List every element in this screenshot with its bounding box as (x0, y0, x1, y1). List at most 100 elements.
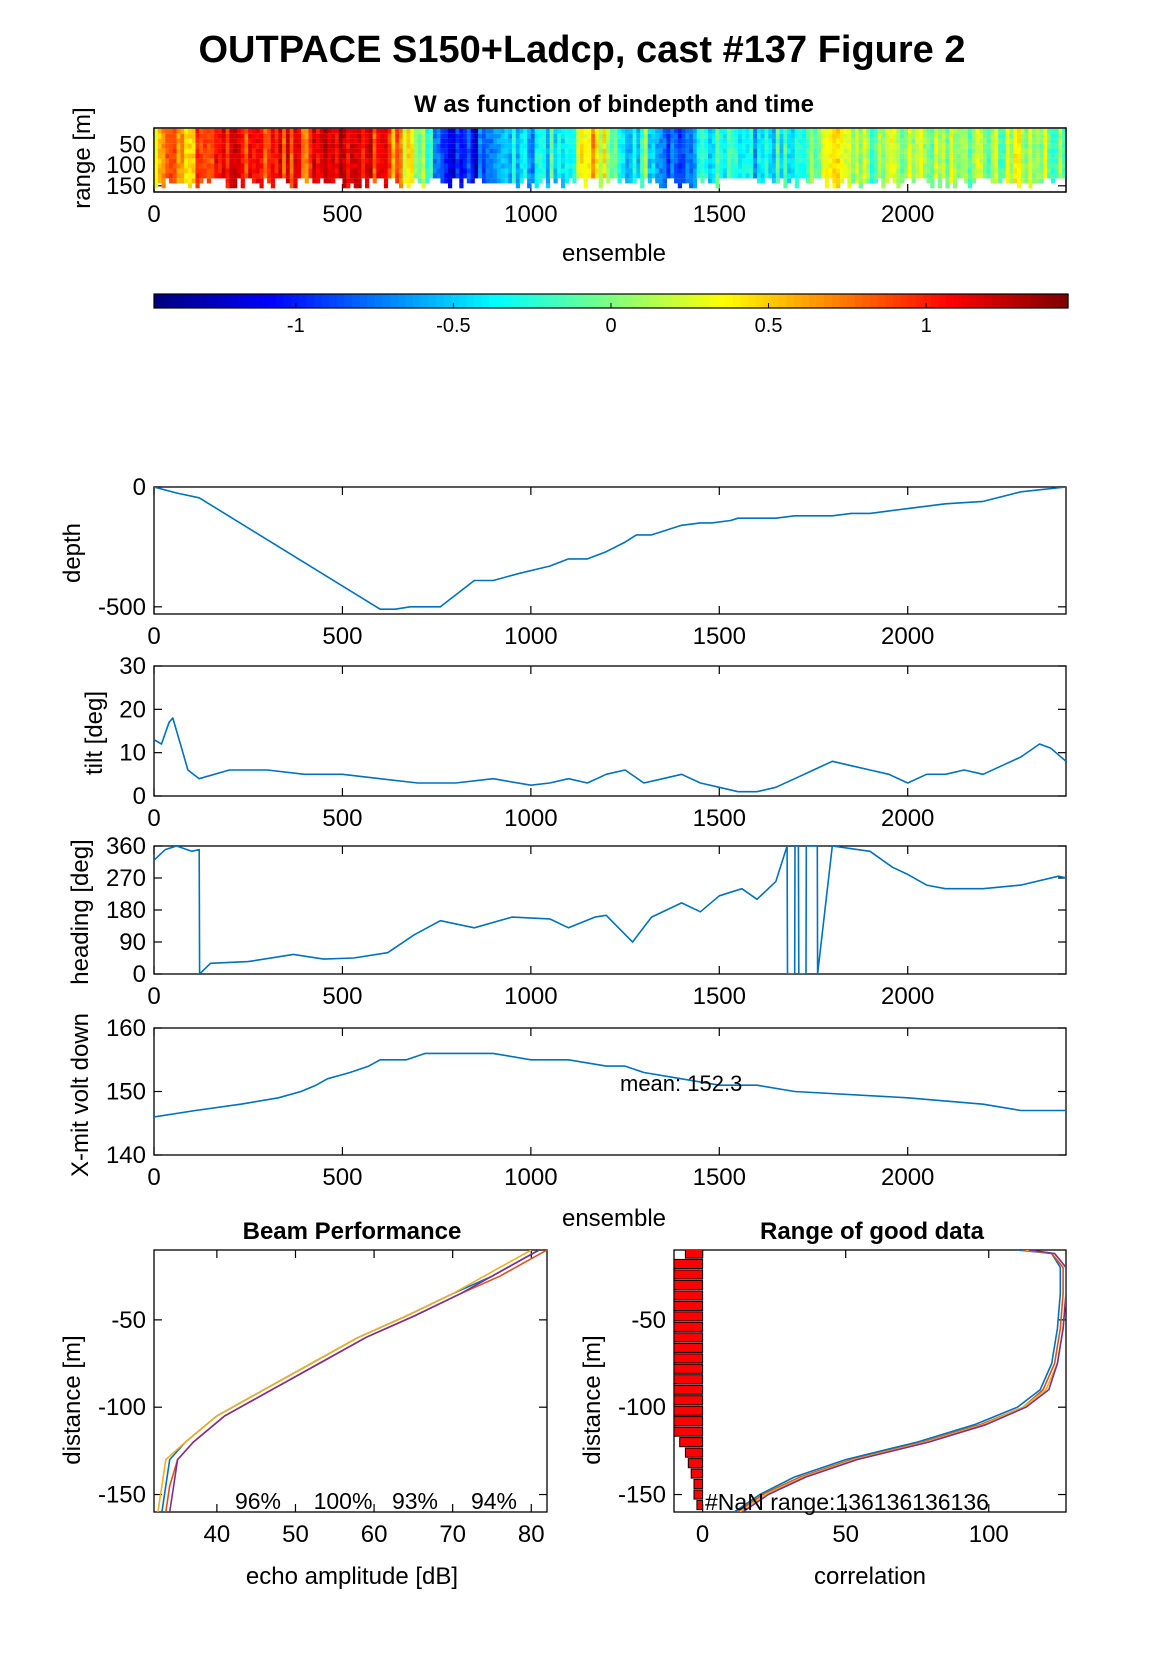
w-image-cell (738, 148, 743, 154)
w-image-cell (956, 133, 961, 139)
w-image-cell (952, 163, 958, 169)
w-image-cell (625, 128, 630, 134)
w-image-cell (206, 158, 211, 164)
w-image-cell (195, 158, 200, 164)
w-image-cell (293, 163, 298, 169)
w-image-cell (790, 168, 796, 174)
w-image-cell (504, 163, 509, 169)
colorbar-swatch (489, 294, 498, 308)
w-image-cell (730, 173, 735, 179)
w-image-cell (726, 153, 731, 159)
w-image-cell (203, 153, 208, 159)
tilt-axes-box (153, 665, 1067, 797)
colorbar-swatch (603, 294, 612, 308)
w-image-cell (1020, 158, 1025, 164)
w-image-cell (685, 133, 690, 139)
w-image-cell (538, 133, 543, 139)
w-image-cell (662, 148, 667, 154)
w-image-cell (316, 148, 321, 154)
w-image-cell (1013, 153, 1018, 159)
w-image-cell (715, 153, 720, 159)
w-image-cell (432, 163, 438, 169)
w-image-cell (180, 178, 185, 184)
w-image-cell (391, 143, 396, 149)
w-image-cell (225, 138, 230, 144)
w-image-cell (357, 183, 362, 189)
w-image-cell (583, 163, 588, 169)
w-image-cell (632, 163, 637, 169)
w-image-cell (346, 128, 351, 134)
w-image-cell (904, 168, 909, 174)
w-image-cell (674, 138, 679, 144)
w-image-cell (568, 168, 573, 174)
w-image-cell (998, 178, 1003, 184)
w-image-cell (466, 138, 471, 144)
w-image-cell (625, 178, 630, 184)
w-image-cell (858, 128, 863, 134)
w-image-cell (154, 138, 159, 144)
w-image-cell (749, 148, 754, 154)
w-image-cell (187, 133, 193, 139)
w-image-cell (975, 148, 980, 154)
w-image-cell (738, 173, 743, 179)
w-image-cell (481, 138, 487, 144)
w-image-cell (278, 153, 283, 159)
colorbar-swatch (961, 294, 970, 308)
w-image-cell (455, 163, 460, 169)
w-image-cell (206, 178, 211, 184)
w-image-cell (1039, 133, 1044, 139)
w-image-cell (496, 148, 502, 154)
w-image-cell (915, 168, 920, 174)
w-image-cell (952, 148, 958, 154)
w-image-cell (934, 128, 939, 134)
w-image-cell (1024, 168, 1029, 174)
w-image-cell (346, 168, 351, 174)
w-image-cell (753, 148, 758, 154)
w-image-cell (610, 128, 615, 134)
w-image-cell (1039, 128, 1044, 134)
w-image-cell (203, 133, 208, 139)
w-image-cell (888, 143, 894, 149)
w-image-cell (553, 173, 558, 179)
w-image-cell (998, 163, 1003, 169)
w-image-cell (806, 153, 811, 159)
w-image-cell (677, 163, 682, 169)
w-image-cell (1009, 148, 1014, 154)
range-nan-bar (674, 1426, 704, 1437)
w-image-cell (783, 133, 788, 139)
w-image-cell (187, 178, 193, 184)
w-image-cell (647, 133, 652, 139)
w-image-cell (414, 173, 419, 179)
w-image-cell (229, 128, 234, 134)
colorbar-swatch (382, 294, 391, 308)
w-image-cell (613, 138, 618, 144)
w-image-cell (534, 168, 539, 174)
w-image-cell (512, 153, 517, 159)
w-image-cell (655, 163, 660, 169)
w-image-cell (768, 148, 773, 154)
w-image-cell (244, 163, 249, 169)
xmit-ytick-label: 150 (106, 1079, 146, 1106)
w-image-cell (444, 158, 449, 164)
w-image-cell (515, 143, 520, 149)
w-image-cell (399, 163, 404, 169)
w-image-cell (312, 128, 317, 134)
colorbar-tick-label: -0.5 (436, 315, 470, 337)
xmit-xtick-label: 1000 (504, 1164, 557, 1191)
w-image-cell (1039, 158, 1044, 164)
w-image-cell (323, 148, 328, 154)
w-image-cell (255, 138, 260, 144)
w-image-cell (561, 133, 566, 139)
w-image-cell (387, 163, 392, 169)
w-image-cell (312, 163, 317, 169)
w-image-cell (417, 173, 422, 179)
beam-series-line (161, 1250, 540, 1512)
w-image-cell (436, 153, 441, 159)
w-image-cell (945, 133, 950, 139)
w-image-cell (319, 153, 324, 159)
w-image-cell (670, 168, 675, 174)
w-image-cell (881, 163, 886, 169)
w-image-cell (297, 133, 302, 139)
w-image-cell (248, 173, 253, 179)
